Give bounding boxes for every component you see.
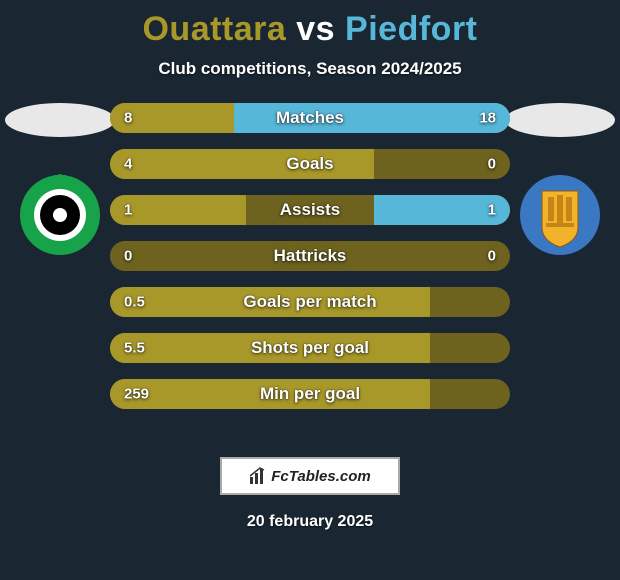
- stat-value-right: 1: [488, 202, 496, 219]
- stat-value-left: 0: [124, 248, 132, 265]
- footer-date: 20 february 2025: [0, 513, 620, 531]
- club-badge-right: [518, 173, 602, 257]
- subtitle-text: Club competitions, Season 2024/2025: [0, 59, 620, 79]
- brand-logo: FcTables.com: [220, 457, 400, 495]
- player2-slot: [500, 103, 620, 257]
- stat-value-right: 0: [488, 156, 496, 173]
- brand-chart-icon: [249, 467, 267, 485]
- stat-row: 259 Min per goal: [110, 379, 510, 409]
- stat-value-left: 0.5: [124, 294, 145, 311]
- stat-label: Shots per goal: [251, 338, 369, 358]
- title-player1: Ouattara: [142, 10, 286, 48]
- player2-avatar-placeholder: [505, 103, 615, 137]
- stat-value-left: 8: [124, 110, 132, 127]
- stat-label: Matches: [276, 108, 344, 128]
- stat-value-right: 18: [479, 110, 496, 127]
- stat-value-left: 5.5: [124, 340, 145, 357]
- stat-bar-left: [110, 149, 374, 179]
- comparison-arena: 8 Matches 18 4 Goals 0 1 Assists 1 0 Hattricks 0 0.5…: [0, 103, 620, 433]
- player1-slot: [0, 103, 120, 257]
- stat-row: 0 Hattricks 0: [110, 241, 510, 271]
- stat-rows-container: 8 Matches 18 4 Goals 0 1 Assists 1 0 Hattricks 0 0.5…: [110, 103, 510, 409]
- title-vs: vs: [296, 10, 335, 48]
- stat-value-right: 0: [488, 248, 496, 265]
- title-player2: Piedfort: [345, 10, 477, 48]
- stat-label: Assists: [280, 200, 340, 220]
- stat-row: 4 Goals 0: [110, 149, 510, 179]
- stat-value-left: 4: [124, 156, 132, 173]
- stat-value-left: 259: [124, 386, 149, 403]
- brand-text: FcTables.com: [271, 468, 370, 485]
- stat-row: 8 Matches 18: [110, 103, 510, 133]
- stat-label: Min per goal: [260, 384, 360, 404]
- stat-row: 0.5 Goals per match: [110, 287, 510, 317]
- stat-label: Goals: [286, 154, 333, 174]
- stat-row: 1 Assists 1: [110, 195, 510, 225]
- club-badge-left: [18, 173, 102, 257]
- stat-value-left: 1: [124, 202, 132, 219]
- player1-avatar-placeholder: [5, 103, 115, 137]
- page-title: Ouattara vs Piedfort: [0, 0, 620, 49]
- stat-label: Hattricks: [274, 246, 347, 266]
- club-badge-right-icon: [518, 173, 602, 257]
- stat-label: Goals per match: [243, 292, 376, 312]
- club-badge-left-icon: [18, 173, 102, 257]
- stat-row: 5.5 Shots per goal: [110, 333, 510, 363]
